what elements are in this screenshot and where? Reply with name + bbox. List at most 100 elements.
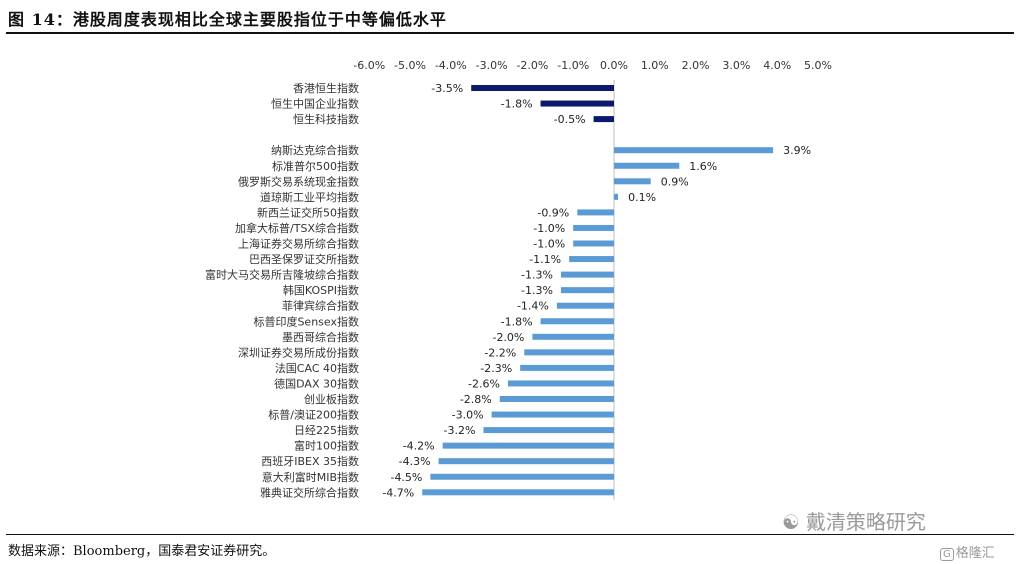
category-label: 加拿大标普/TSX综合指数 — [235, 221, 359, 235]
x-tick-label: 0.0% — [600, 59, 628, 72]
category-label: 墨西哥综合指数 — [282, 330, 359, 344]
brand-text: 格隆汇 — [955, 546, 995, 561]
value-label: 0.9% — [661, 175, 689, 188]
category-label: 恒生中国企业指数 — [271, 97, 359, 111]
value-label: -1.8% — [501, 98, 533, 111]
x-tick-label: -6.0% — [353, 59, 385, 72]
value-label: -1.0% — [533, 238, 565, 251]
value-label: -2.0% — [492, 331, 524, 344]
bar — [614, 147, 774, 154]
value-label: -2.8% — [460, 393, 492, 406]
value-label: -4.2% — [403, 440, 435, 453]
x-tick-label: -4.0% — [435, 59, 467, 72]
bar — [483, 427, 614, 434]
x-tick-label: 3.0% — [722, 59, 750, 72]
value-label: -3.5% — [431, 82, 463, 95]
bar — [471, 85, 614, 91]
value-label: -0.9% — [537, 206, 569, 219]
value-label: -0.5% — [554, 113, 586, 126]
bar — [593, 116, 614, 123]
category-label: 富时大马交易所吉隆坡综合指数 — [205, 268, 359, 282]
brand-badge: G 格隆汇 — [940, 542, 995, 561]
x-tick-label: 2.0% — [682, 59, 710, 72]
value-label: 0.1% — [628, 191, 656, 204]
watermark: ☯ 戴清策略研究 — [782, 506, 926, 535]
category-label: 巴西圣保罗证交所指数 — [249, 252, 359, 266]
bar — [577, 209, 614, 216]
value-label: -4.5% — [390, 471, 422, 484]
value-label: -2.2% — [484, 346, 516, 359]
category-label: 深圳证券交易所成份指数 — [238, 345, 359, 359]
bar — [499, 396, 614, 402]
value-label: 1.6% — [689, 160, 717, 173]
title-rule — [6, 32, 1014, 34]
category-label: 新西兰证交所50指数 — [257, 205, 359, 219]
x-tick-label: 4.0% — [763, 59, 791, 72]
category-label: 法国CAC 40指数 — [275, 361, 359, 375]
value-label: -3.0% — [452, 409, 484, 422]
x-tick-label: 1.0% — [641, 59, 669, 72]
gelonghui-logo-icon: G — [940, 548, 954, 561]
x-tick-label: 5.0% — [804, 59, 832, 72]
bar — [556, 302, 614, 309]
category-label: 菲律宾综合指数 — [282, 299, 359, 313]
category-label: 标普印度Sensex指数 — [253, 314, 359, 328]
watermark-text: 戴清策略研究 — [805, 510, 926, 534]
value-label: -1.8% — [501, 315, 533, 328]
bar — [532, 333, 614, 340]
source-rule — [6, 534, 1014, 535]
value-label: 3.9% — [783, 144, 811, 157]
bar — [430, 473, 614, 480]
bar — [491, 411, 614, 418]
value-label: -1.4% — [517, 300, 549, 313]
bar — [438, 458, 614, 465]
bar — [573, 224, 614, 231]
value-label: -1.3% — [521, 284, 553, 297]
bar — [540, 100, 614, 107]
category-label: 上海证券交易所综合指数 — [238, 237, 359, 251]
bar — [614, 178, 651, 185]
value-label: -4.7% — [382, 486, 414, 499]
value-label: -1.0% — [533, 222, 565, 235]
bar — [614, 193, 619, 200]
value-label: -2.3% — [480, 362, 512, 375]
bar — [442, 442, 614, 449]
category-label: 日经225指数 — [294, 423, 359, 437]
bar — [569, 256, 614, 263]
category-label: 富时100指数 — [294, 439, 359, 453]
bar — [540, 318, 614, 325]
figure-title: 图 14：港股周度表现相比全球主要股指位于中等偏低水平 — [8, 10, 447, 29]
bar — [573, 240, 614, 247]
value-label: -1.3% — [521, 269, 553, 282]
x-tick-label: -3.0% — [476, 59, 508, 72]
category-label: 意大利富时MIB指数 — [262, 470, 359, 484]
bar — [422, 489, 614, 496]
value-label: -4.3% — [399, 455, 431, 468]
bar — [614, 162, 680, 169]
category-label: 俄罗斯交易系统现金指数 — [238, 174, 359, 188]
category-label: 纳斯达克综合指数 — [271, 143, 359, 157]
x-tick-label: -1.0% — [557, 59, 589, 72]
value-label: -3.2% — [444, 424, 476, 437]
bar — [560, 271, 614, 278]
category-label: 标普/澳证200指数 — [268, 408, 359, 422]
category-label: 德国DAX 30指数 — [274, 376, 359, 390]
value-label: -1.1% — [529, 253, 561, 266]
bar-chart: -6.0% -5.0% -4.0% -3.0% -2.0% -1.0% 0.0% 1.0% 2.… — [205, 59, 832, 501]
bar — [524, 349, 614, 356]
category-label: 香港恒生指数 — [293, 81, 359, 95]
category-label: 道琼斯工业平均指数 — [260, 190, 359, 204]
category-label: 西班牙IBEX 35指数 — [261, 454, 359, 468]
category-label: 标准普尔500指数 — [272, 159, 359, 173]
value-label: -2.6% — [468, 377, 500, 390]
source-note: 数据来源：Bloomberg，国泰君安证券研究。 — [8, 544, 276, 559]
wechat-icon: ☯ — [782, 510, 800, 534]
bar — [520, 364, 614, 371]
category-label: 雅典证交所综合指数 — [260, 485, 359, 499]
category-label: 韩国KOSPI指数 — [283, 283, 359, 297]
x-tick-label: -2.0% — [516, 59, 548, 72]
x-tick-label: -5.0% — [394, 59, 426, 72]
bar — [507, 380, 614, 387]
bar — [560, 287, 614, 294]
category-label: 恒生科技指数 — [293, 112, 359, 126]
